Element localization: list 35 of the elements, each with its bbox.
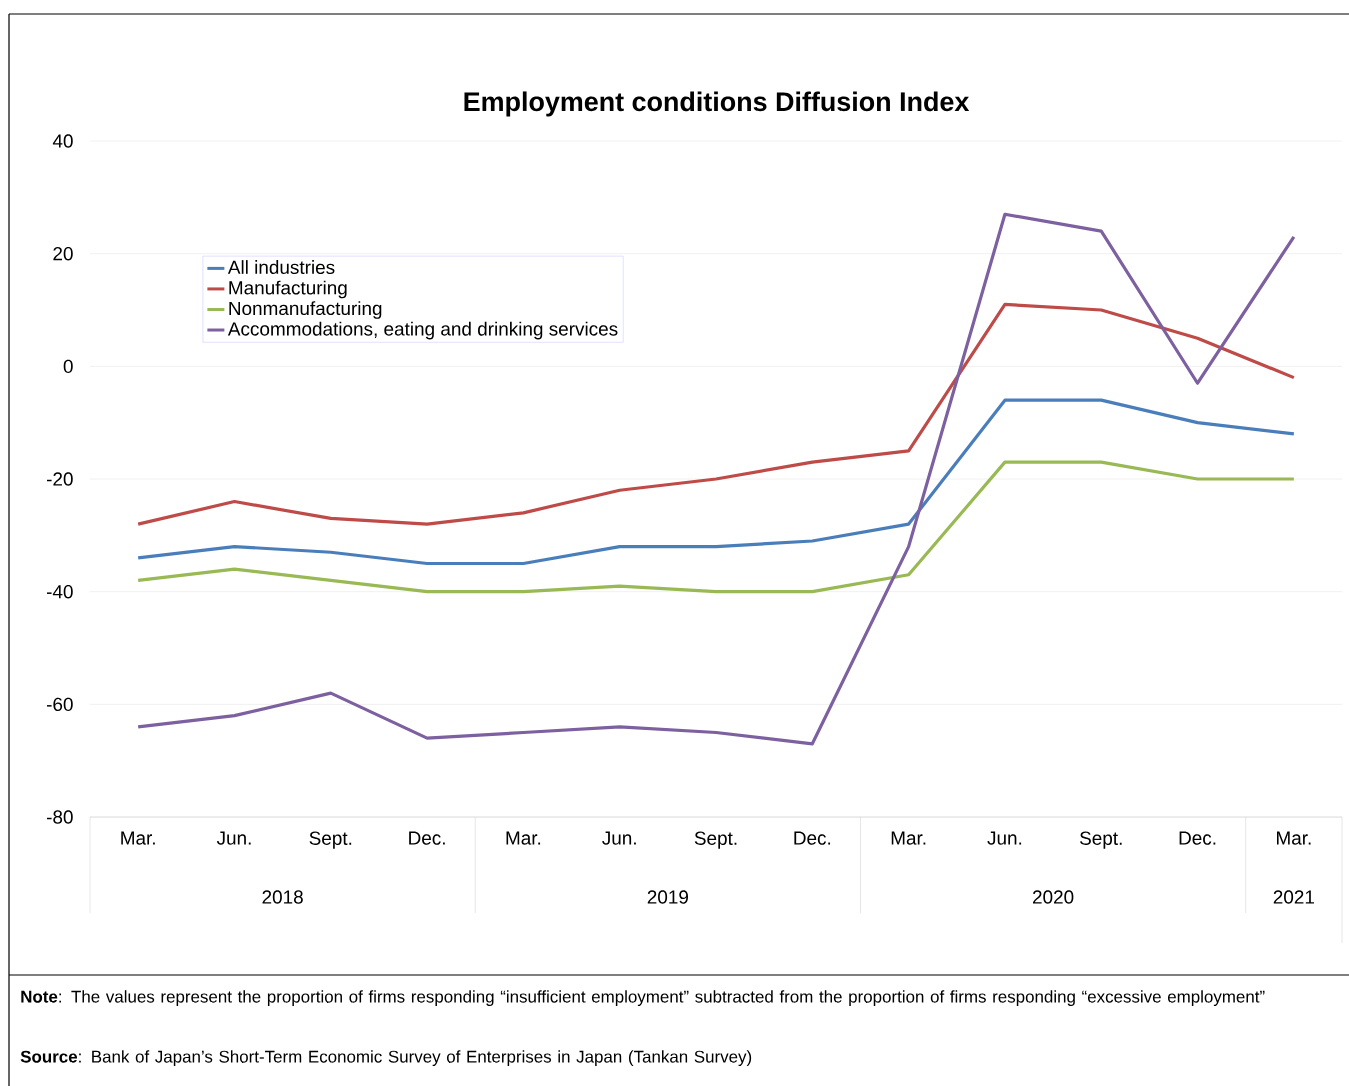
y-tick-label: 20 [53, 246, 73, 261]
line-series [136, 212, 1296, 746]
x-tick-label: Dec. [1179, 831, 1216, 845]
y-tick-label: -60 [46, 697, 73, 712]
text: 2018 [262, 890, 303, 904]
legend-label: All industries [227, 260, 335, 275]
line-series [136, 460, 1296, 594]
text: Source: Bank of Japan’s Short-Term Economic Survey of Enterprises in Japan (Tankan Survey) [20, 1050, 752, 1066]
x-tick-label: Mar. [506, 831, 541, 845]
x-tick-label: Dec. [409, 831, 445, 845]
text: Note: The values represent the proportion of firms responding “insufficient employment” subtracted from the proportion of firms responding “excessive employment” [21, 990, 1265, 1006]
chart-title: Employment conditions Diffusion Index [464, 91, 970, 117]
line-series [136, 398, 1296, 566]
line-series [136, 302, 1296, 526]
x-tick-label: Mar. [121, 831, 155, 845]
legend-label: Accommodations, eating and drinking services [227, 321, 618, 340]
x-tick-label: Mar. [891, 831, 926, 845]
x-tick-label: Mar. [1277, 831, 1311, 845]
text: 2019 [647, 890, 688, 904]
x-tick-label: Sept. [1080, 831, 1122, 849]
y-tick-label: 0 [63, 359, 73, 374]
x-tick-label: Dec. [794, 831, 831, 845]
y-tick-label: -40 [46, 584, 73, 599]
x-tick-label: Sept. [694, 831, 737, 849]
x-tick-label: Jun. [602, 831, 636, 845]
y-tick-label: -20 [46, 472, 73, 486]
x-tick-label: Jun. [216, 831, 251, 845]
text: 2021 [1273, 890, 1314, 904]
x-tick-label: Sept. [309, 831, 352, 849]
legend-label: Manufacturing [229, 280, 347, 299]
y-tick-label: -80 [46, 810, 73, 824]
legend-label: Nonmanufacturing [229, 301, 382, 319]
y-tick-label: 40 [52, 134, 73, 148]
x-tick-label: Jun. [987, 831, 1022, 845]
text: 2020 [1032, 890, 1074, 904]
